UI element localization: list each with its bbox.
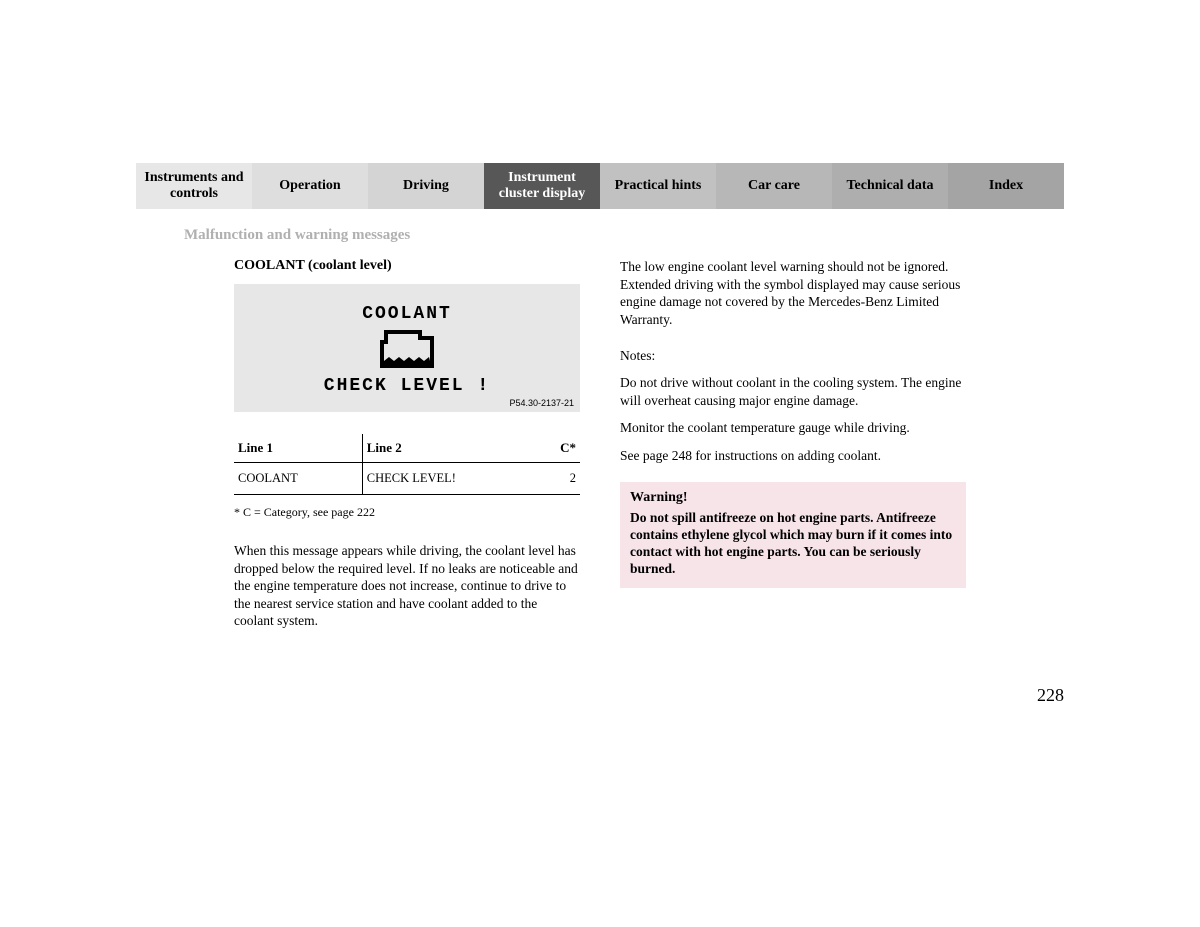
section-label: Malfunction and warning messages: [184, 227, 1064, 244]
td-line1: COOLANT: [234, 463, 362, 495]
warning-box: Warning! Do not spill antifreeze on hot …: [620, 482, 966, 588]
td-category: 2: [546, 463, 580, 495]
tab-technical-data[interactable]: Technical data: [832, 163, 948, 209]
right-paragraph-top: The low engine coolant level warning sho…: [620, 258, 966, 328]
table-footnote: * C = Category, see page 222: [234, 505, 580, 520]
tab-operation[interactable]: Operation: [252, 163, 368, 209]
message-table: Line 1 Line 2 C* COOLANT CHECK LEVEL! 2: [234, 434, 580, 495]
table-row: COOLANT CHECK LEVEL! 2: [234, 463, 580, 495]
tab-instruments-controls[interactable]: Instruments and controls: [136, 163, 252, 209]
tab-practical-hints[interactable]: Practical hints: [600, 163, 716, 209]
figure-code: P54.30-2137-21: [509, 398, 574, 408]
th-line1: Line 1: [234, 434, 362, 463]
note-3: See page 248 for instructions on adding …: [620, 447, 966, 465]
display-line-bottom: CHECK LEVEL !: [324, 376, 490, 396]
page-number: 228: [1037, 685, 1064, 706]
tab-driving[interactable]: Driving: [368, 163, 484, 209]
th-category: C*: [546, 434, 580, 463]
tab-index[interactable]: Index: [948, 163, 1064, 209]
tab-car-care[interactable]: Car care: [716, 163, 832, 209]
cluster-display-figure: COOLANT CHECK LEVEL ! P54.30-2137-21: [234, 284, 580, 412]
warning-title: Warning!: [630, 490, 956, 506]
note-1: Do not drive without coolant in the cool…: [620, 374, 966, 409]
left-paragraph: When this message appears while driving,…: [234, 542, 580, 630]
coolant-tank-icon: [376, 328, 438, 372]
right-column: The low engine coolant level warning sho…: [620, 258, 966, 630]
left-column: COOLANT (coolant level) COOLANT CHECK LE…: [234, 258, 580, 630]
note-2: Monitor the coolant temperature gauge wh…: [620, 419, 966, 437]
notes-label: Notes:: [620, 348, 966, 364]
th-line2: Line 2: [362, 434, 546, 463]
td-line2: CHECK LEVEL!: [362, 463, 546, 495]
display-line-top: COOLANT: [362, 304, 452, 324]
warning-text: Do not spill antifreeze on hot engine pa…: [630, 510, 956, 578]
tab-instrument-cluster-display[interactable]: Instrument cluster display: [484, 163, 600, 209]
nav-tabs: Instruments and controls Operation Drivi…: [136, 163, 1064, 209]
coolant-heading: COOLANT (coolant level): [234, 258, 580, 274]
